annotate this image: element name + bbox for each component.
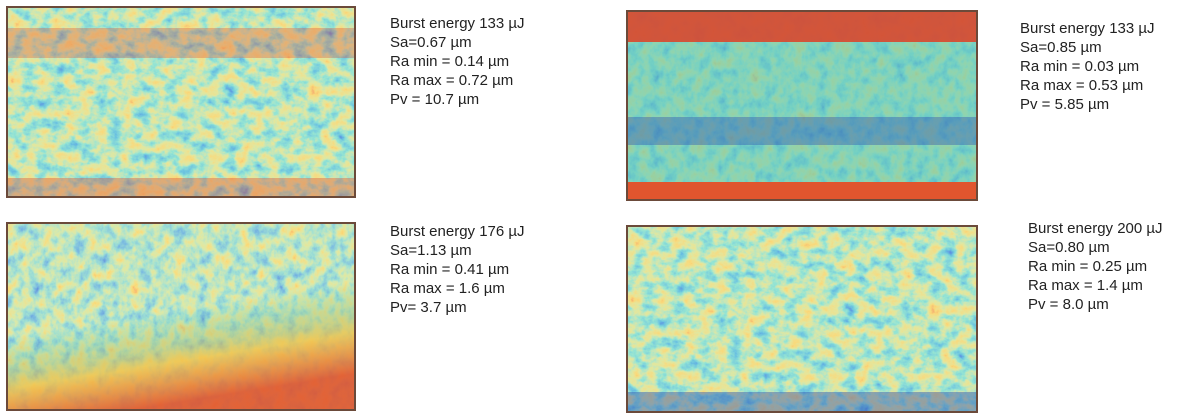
caption-line: Ra max = 0.72 µm (390, 71, 525, 90)
caption-line: Burst energy 133 µJ (390, 14, 525, 33)
caption-line: Sa=0.80 µm (1028, 238, 1163, 257)
surface-map (6, 6, 356, 198)
caption-line: Pv = 8.0 µm (1028, 295, 1163, 314)
caption: Burst energy 176 µJ Sa=1.13 µm Ra min = … (390, 222, 525, 317)
caption-line: Pv = 10.7 µm (390, 90, 525, 109)
caption-line: Ra min = 0.03 µm (1020, 57, 1155, 76)
caption-line: Sa=1.13 µm (390, 241, 525, 260)
caption-line: Ra max = 1.4 µm (1028, 276, 1163, 295)
caption-line: Sa=0.67 µm (390, 33, 525, 52)
page: Burst energy 133 µJ Sa=0.67 µm Ra min = … (0, 0, 1204, 415)
caption-line: Ra min = 0.14 µm (390, 52, 525, 71)
caption-line: Ra max = 1.6 µm (390, 279, 525, 298)
caption-line: Pv = 5.85 µm (1020, 95, 1155, 114)
caption-line: Sa=0.85 µm (1020, 38, 1155, 57)
caption-line: Ra min = 0.41 µm (390, 260, 525, 279)
caption: Burst energy 133 µJ Sa=0.85 µm Ra min = … (1020, 19, 1155, 114)
caption-line: Ra max = 0.53 µm (1020, 76, 1155, 95)
surface-map (626, 225, 978, 413)
caption-line: Ra min = 0.25 µm (1028, 257, 1163, 276)
caption: Burst energy 200 µJ Sa=0.80 µm Ra min = … (1028, 219, 1163, 314)
caption-line: Burst energy 200 µJ (1028, 219, 1163, 238)
caption: Burst energy 133 µJ Sa=0.67 µm Ra min = … (390, 14, 525, 109)
caption-line: Pv= 3.7 µm (390, 298, 525, 317)
caption-line: Burst energy 176 µJ (390, 222, 525, 241)
caption-line: Burst energy 133 µJ (1020, 19, 1155, 38)
surface-map (626, 10, 978, 201)
surface-map (6, 222, 356, 411)
